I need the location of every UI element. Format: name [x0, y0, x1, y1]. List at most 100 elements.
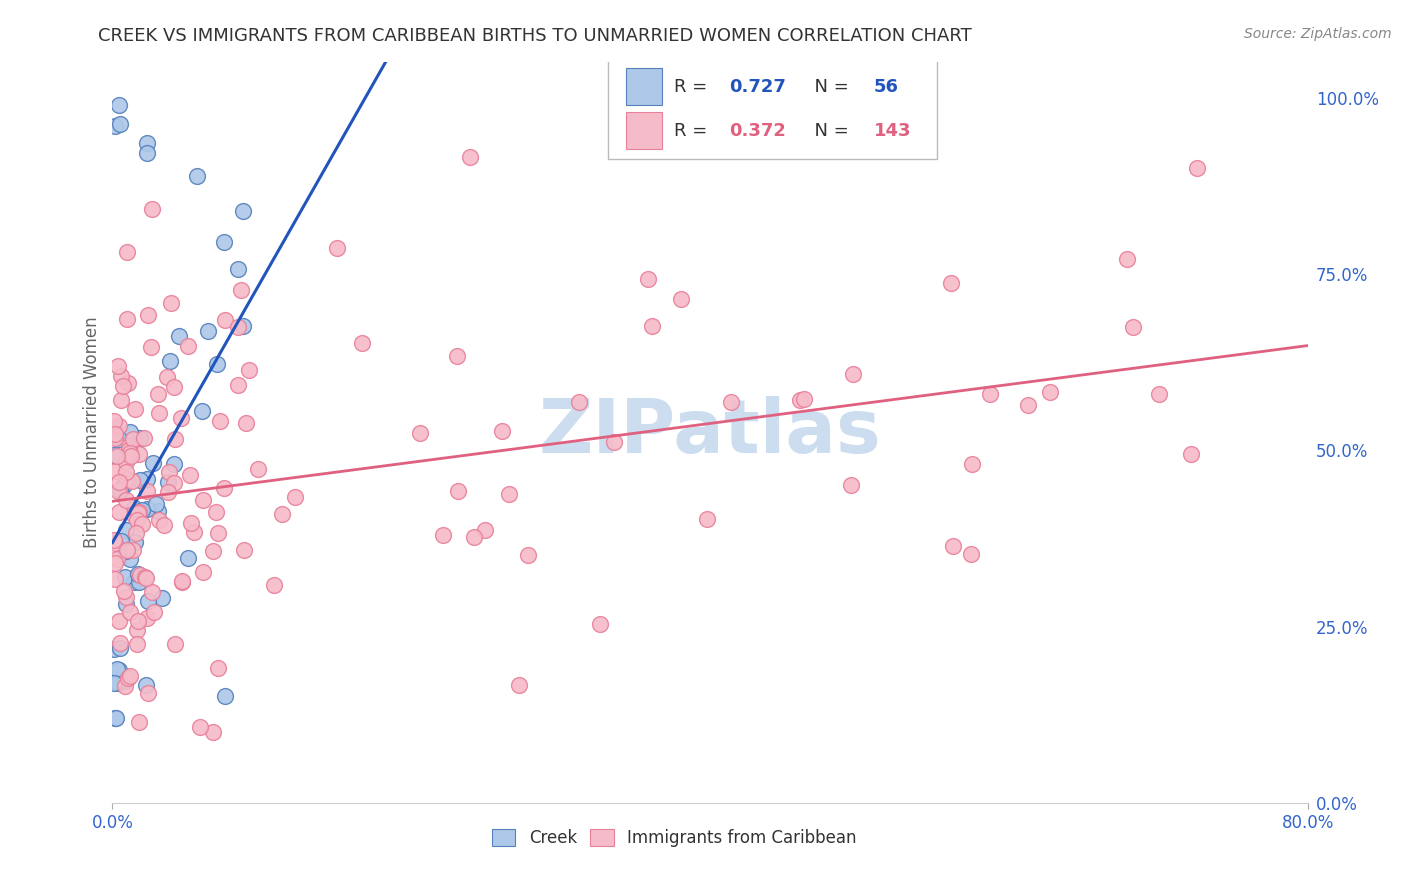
Point — [141, 202, 163, 217]
Point — [170, 410, 193, 425]
Point — [446, 350, 468, 364]
Point — [127, 623, 149, 637]
Point — [207, 526, 229, 541]
Point — [202, 725, 225, 739]
Point — [108, 636, 131, 650]
Point — [228, 320, 250, 334]
Point — [186, 169, 208, 183]
Point — [841, 478, 863, 492]
Point — [128, 447, 150, 461]
Point — [135, 472, 157, 486]
Point — [793, 392, 815, 406]
Point — [128, 715, 150, 730]
Point — [104, 423, 127, 437]
Point — [246, 461, 269, 475]
Point — [1147, 386, 1170, 401]
Point — [104, 119, 127, 133]
Text: Source: ZipAtlas.com: Source: ZipAtlas.com — [1244, 27, 1392, 41]
Point — [720, 395, 742, 409]
Point — [121, 475, 143, 489]
Point — [112, 478, 135, 492]
Point — [104, 536, 127, 550]
Point — [146, 387, 169, 401]
Point — [263, 578, 285, 592]
Point — [641, 318, 664, 333]
Text: 56: 56 — [873, 78, 898, 95]
Point — [474, 523, 496, 537]
Point — [105, 449, 128, 463]
Point — [135, 571, 157, 585]
Point — [114, 570, 136, 584]
Point — [104, 572, 127, 586]
Point — [1180, 447, 1202, 461]
Text: N =: N = — [803, 121, 855, 139]
Point — [135, 136, 157, 150]
Point — [228, 261, 250, 276]
Point — [120, 669, 142, 683]
Point — [179, 468, 201, 483]
Point — [127, 567, 149, 582]
Point — [1121, 319, 1143, 334]
Point — [134, 569, 156, 583]
Point — [128, 505, 150, 519]
Point — [115, 524, 138, 538]
Point — [110, 368, 132, 383]
Point — [108, 98, 131, 112]
Point — [128, 473, 150, 487]
Point — [127, 614, 149, 628]
Point — [568, 395, 591, 409]
Point — [508, 677, 530, 691]
Point — [118, 446, 141, 460]
Point — [941, 276, 963, 290]
Point — [120, 449, 142, 463]
Point — [121, 542, 143, 557]
Point — [157, 475, 180, 489]
Point — [696, 511, 718, 525]
Point — [498, 487, 520, 501]
Point — [114, 673, 136, 688]
Text: 143: 143 — [873, 121, 911, 139]
Point — [108, 433, 131, 447]
Point — [115, 544, 138, 558]
Point — [941, 539, 963, 553]
Point — [110, 533, 132, 548]
Point — [156, 485, 179, 500]
Point — [180, 516, 202, 530]
Point — [960, 458, 983, 472]
Point — [120, 605, 142, 619]
Point — [197, 324, 219, 338]
Point — [191, 404, 214, 418]
Point — [135, 145, 157, 160]
Point — [214, 313, 236, 327]
Point — [207, 660, 229, 674]
Point — [188, 720, 211, 734]
Y-axis label: Births to Unmarried Women: Births to Unmarried Women — [83, 317, 101, 549]
Point — [156, 369, 179, 384]
Point — [1116, 252, 1139, 266]
Point — [163, 457, 186, 471]
Point — [214, 689, 236, 703]
Point — [284, 490, 307, 504]
Point — [108, 483, 131, 497]
Point — [183, 524, 205, 539]
Point — [124, 535, 146, 549]
Point — [115, 312, 138, 326]
Point — [104, 464, 127, 478]
Point — [163, 380, 186, 394]
Point — [122, 500, 145, 515]
Point — [117, 542, 139, 557]
Point — [115, 493, 138, 508]
Point — [124, 402, 146, 417]
Point — [229, 284, 252, 298]
Point — [104, 557, 127, 571]
Point — [145, 497, 167, 511]
Text: 0.727: 0.727 — [730, 78, 786, 95]
Point — [142, 456, 165, 470]
Point — [212, 235, 235, 250]
Point — [107, 676, 129, 690]
Point — [589, 616, 612, 631]
Point — [112, 584, 135, 599]
Point — [115, 598, 138, 612]
Point — [191, 492, 214, 507]
Point — [789, 393, 811, 408]
